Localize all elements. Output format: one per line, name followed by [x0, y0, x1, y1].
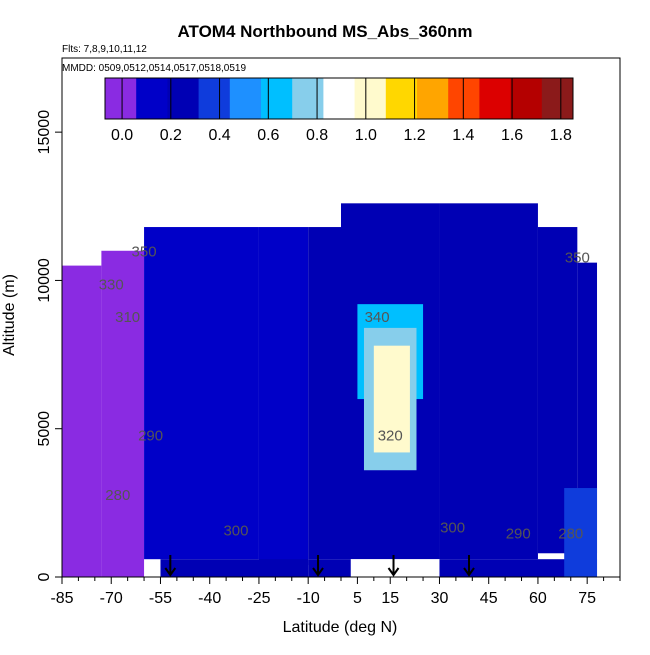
heatmap-cell [308, 559, 351, 577]
contour-label: 320 [378, 428, 403, 445]
heatmap-cell [373, 345, 410, 453]
contour-label: 340 [365, 309, 390, 326]
x-tick-label: 75 [578, 590, 596, 607]
flight-arrow [164, 555, 177, 577]
y-tick-label: 15000 [36, 110, 53, 155]
contour-label: 330 [99, 276, 124, 293]
colorbar-tick-label: 1.6 [501, 127, 523, 144]
y-tick-label: 0 [36, 572, 53, 581]
heatmap-cell [258, 227, 309, 566]
heatmap-cell [160, 559, 309, 577]
colorbar-tick-label: 1.0 [355, 127, 377, 144]
x-tick-label: -55 [149, 590, 172, 607]
colorbar: 0.0 0.2 0.4 0.6 0.8 1.0 1.2 1.4 1.6 1.8 [104, 77, 574, 144]
x-tick-label: -85 [50, 590, 73, 607]
colorbar-swatch [417, 78, 449, 119]
colorbar-swatch [385, 78, 418, 119]
x-axis-label: Latitude (deg N) [283, 619, 398, 636]
flight-arrow [387, 555, 400, 577]
x-tick-label: 15 [381, 590, 399, 607]
colorbar-tick-label: 1.2 [403, 127, 425, 144]
heatmap-cell [101, 250, 145, 577]
colorbar-swatch [198, 78, 231, 119]
flight-arrow [312, 555, 324, 577]
heatmap-cell [144, 227, 259, 560]
heatmap-cell [439, 203, 538, 560]
flights-annotation: Flts: 7,8,9,10,11,12 [62, 44, 147, 55]
heatmap-cell [350, 559, 440, 577]
colorbar-tick-label: 0.0 [111, 127, 133, 144]
x-tick-label: 30 [431, 590, 449, 607]
colorbar-tick-label: 0.2 [160, 127, 182, 144]
x-tick-label: 45 [480, 590, 498, 607]
colorbar-tick-label: 1.8 [550, 127, 572, 144]
colorbar-frame [104, 77, 574, 120]
y-tick-label: 10000 [36, 258, 53, 303]
colorbar-swatch [479, 78, 512, 119]
heatmap-cell [564, 488, 598, 577]
colorbar-swatch [354, 78, 387, 119]
plot-layer: 350 330 310 340 350 290 280 300 320 300 290 280 [61, 57, 621, 578]
colorbar-swatch [323, 78, 356, 119]
y-tick-label: 5000 [36, 411, 53, 447]
colorbar-tick-label: 1.4 [452, 127, 474, 144]
flight-arrow [463, 555, 475, 577]
colorbar-tick-label: 0.8 [306, 127, 328, 144]
colorbar-swatch [261, 78, 293, 119]
colorbar-swatch [448, 78, 480, 119]
colorbar-swatch [541, 78, 574, 119]
heatmap-cell [577, 262, 598, 554]
heatmap-cell [308, 227, 341, 560]
heatmap-cell [62, 265, 102, 577]
heatmap-cell [439, 559, 598, 577]
contour-label: 310 [115, 309, 140, 326]
y-axis-label: Altitude (m) [1, 274, 18, 356]
colorbar-tick-label: 0.6 [257, 127, 279, 144]
x-tick-label: 5 [353, 590, 362, 607]
colorbar-swatch [167, 78, 200, 119]
contour-label: 300 [440, 520, 465, 537]
chart-title: ATOM4 Northbound MS_Abs_360nm [177, 22, 472, 41]
colorbar-swatch [229, 78, 262, 119]
contour-label: 290 [506, 525, 531, 542]
colorbar-swatch [510, 78, 543, 119]
x-tick-label: -25 [247, 590, 270, 607]
contour-label: 290 [138, 428, 163, 445]
contour-label: 350 [565, 250, 590, 267]
contour-label: 280 [558, 525, 583, 542]
contour-label: 280 [105, 487, 130, 504]
x-tick-label: -40 [198, 590, 221, 607]
contour-label: 300 [223, 522, 248, 539]
x-tick-label: -10 [297, 590, 320, 607]
colorbar-swatch [105, 78, 137, 119]
x-tick-label: -70 [100, 590, 123, 607]
dates-annotation: MMDD: 0509,0512,0514,0517,0518,0519 [62, 63, 246, 74]
contour-label: 350 [132, 244, 157, 261]
x-tick-label: 60 [529, 590, 547, 607]
colorbar-swatch [292, 78, 324, 119]
colorbar-swatch [136, 78, 168, 119]
axes: -85 -70 -55 -40 -25 -10 5 15 30 45 60 75 0 5000 10000 1… [36, 110, 621, 607]
colorbar-tick-label: 0.4 [208, 127, 230, 144]
